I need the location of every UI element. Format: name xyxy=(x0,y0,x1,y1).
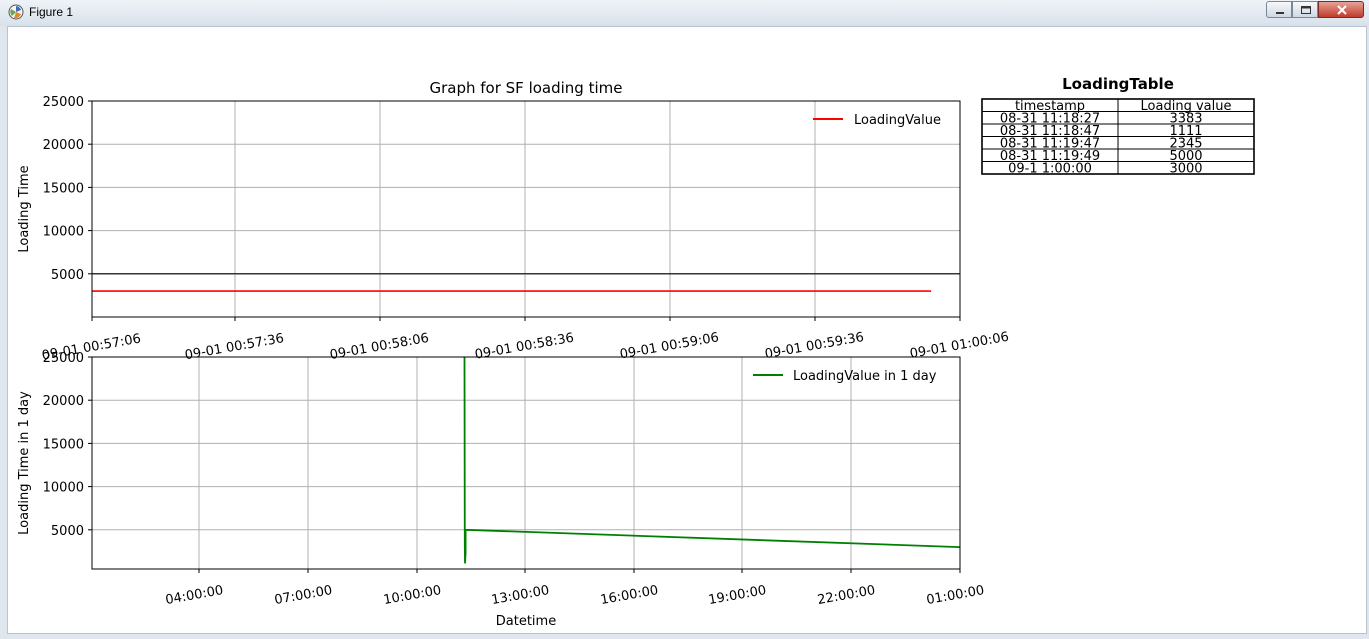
bottom-series-line xyxy=(463,356,961,564)
bottom-ytick-label: 25000 xyxy=(43,351,84,366)
bottom-xtick-label: 19:00:00 xyxy=(707,583,767,608)
table-header-cell: Loading value xyxy=(1141,99,1232,114)
close-button[interactable] xyxy=(1318,1,1364,18)
bottom-axes-frame xyxy=(91,356,961,570)
bottom-xlabel: Datetime xyxy=(496,614,556,629)
top-chart-title: Graph for SF loading time xyxy=(429,79,622,97)
maximize-button[interactable] xyxy=(1292,1,1318,18)
table-cell: 08-31 11:19:49 xyxy=(1000,149,1100,164)
top-ylabel: Loading Time xyxy=(17,165,32,252)
table-header-cell: timestamp xyxy=(1015,99,1085,114)
bottom-legend-label: LoadingValue in 1 day xyxy=(793,369,937,384)
maximize-icon xyxy=(1301,6,1311,14)
table-cell: 2345 xyxy=(1169,137,1202,152)
top-ytick-label: 5000 xyxy=(51,268,84,283)
bottom-xtick-label: 10:00:00 xyxy=(382,583,442,608)
table-cell: 08-31 11:19:47 xyxy=(1000,137,1100,152)
window-titlebar[interactable]: Figure 1 xyxy=(0,0,1369,26)
top-axes-frame xyxy=(91,100,961,318)
bottom-xtick-label: 22:00:00 xyxy=(816,583,876,608)
table-cell: 09-1 1:00:00 xyxy=(1008,162,1092,177)
table-cell: 08-31 11:18:27 xyxy=(1000,112,1100,127)
table-cell: 3000 xyxy=(1169,162,1202,177)
bottom-ytick-label: 20000 xyxy=(43,394,84,409)
top-legend-label: LoadingValue xyxy=(854,113,941,128)
bottom-ytick-label: 5000 xyxy=(51,524,84,539)
matplotlib-app-icon xyxy=(8,4,24,20)
window-title: Figure 1 xyxy=(29,5,74,19)
table-cell: 5000 xyxy=(1169,149,1202,164)
top-ytick-label: 10000 xyxy=(43,225,84,240)
bottom-xtick-label: 16:00:00 xyxy=(599,583,659,608)
top-ytick-label: 15000 xyxy=(43,181,84,196)
top-xtick-label: 09-01 00:58:36 xyxy=(474,331,575,363)
minimize-icon xyxy=(1276,12,1284,14)
close-icon xyxy=(1337,5,1347,15)
bottom-xtick-label: 04:00:00 xyxy=(164,583,224,608)
bottom-xtick-label: 07:00:00 xyxy=(273,583,333,608)
bottom-ylabel: Loading Time in 1 day xyxy=(17,391,32,535)
top-ytick-label: 20000 xyxy=(43,138,84,153)
table-cell: 1111 xyxy=(1169,124,1202,139)
bottom-xtick-label: 01:00:00 xyxy=(925,583,985,608)
figure-canvas: 25000 20000 15000 10000 5000 09-01 00:57:06 09… xyxy=(7,26,1367,634)
bottom-xtick-label: 13:00:00 xyxy=(490,583,550,608)
bottom-ytick-label: 15000 xyxy=(43,437,84,452)
table-cell: 3383 xyxy=(1169,112,1202,127)
minimize-button[interactable] xyxy=(1266,1,1292,18)
table-title: LoadingTable xyxy=(1062,75,1174,93)
top-ytick-label: 25000 xyxy=(43,95,84,110)
top-xtick-label: 09-01 00:58:06 xyxy=(329,331,430,363)
bottom-ytick-label: 10000 xyxy=(43,481,84,496)
table-cell: 08-31 11:18:47 xyxy=(1000,124,1100,139)
